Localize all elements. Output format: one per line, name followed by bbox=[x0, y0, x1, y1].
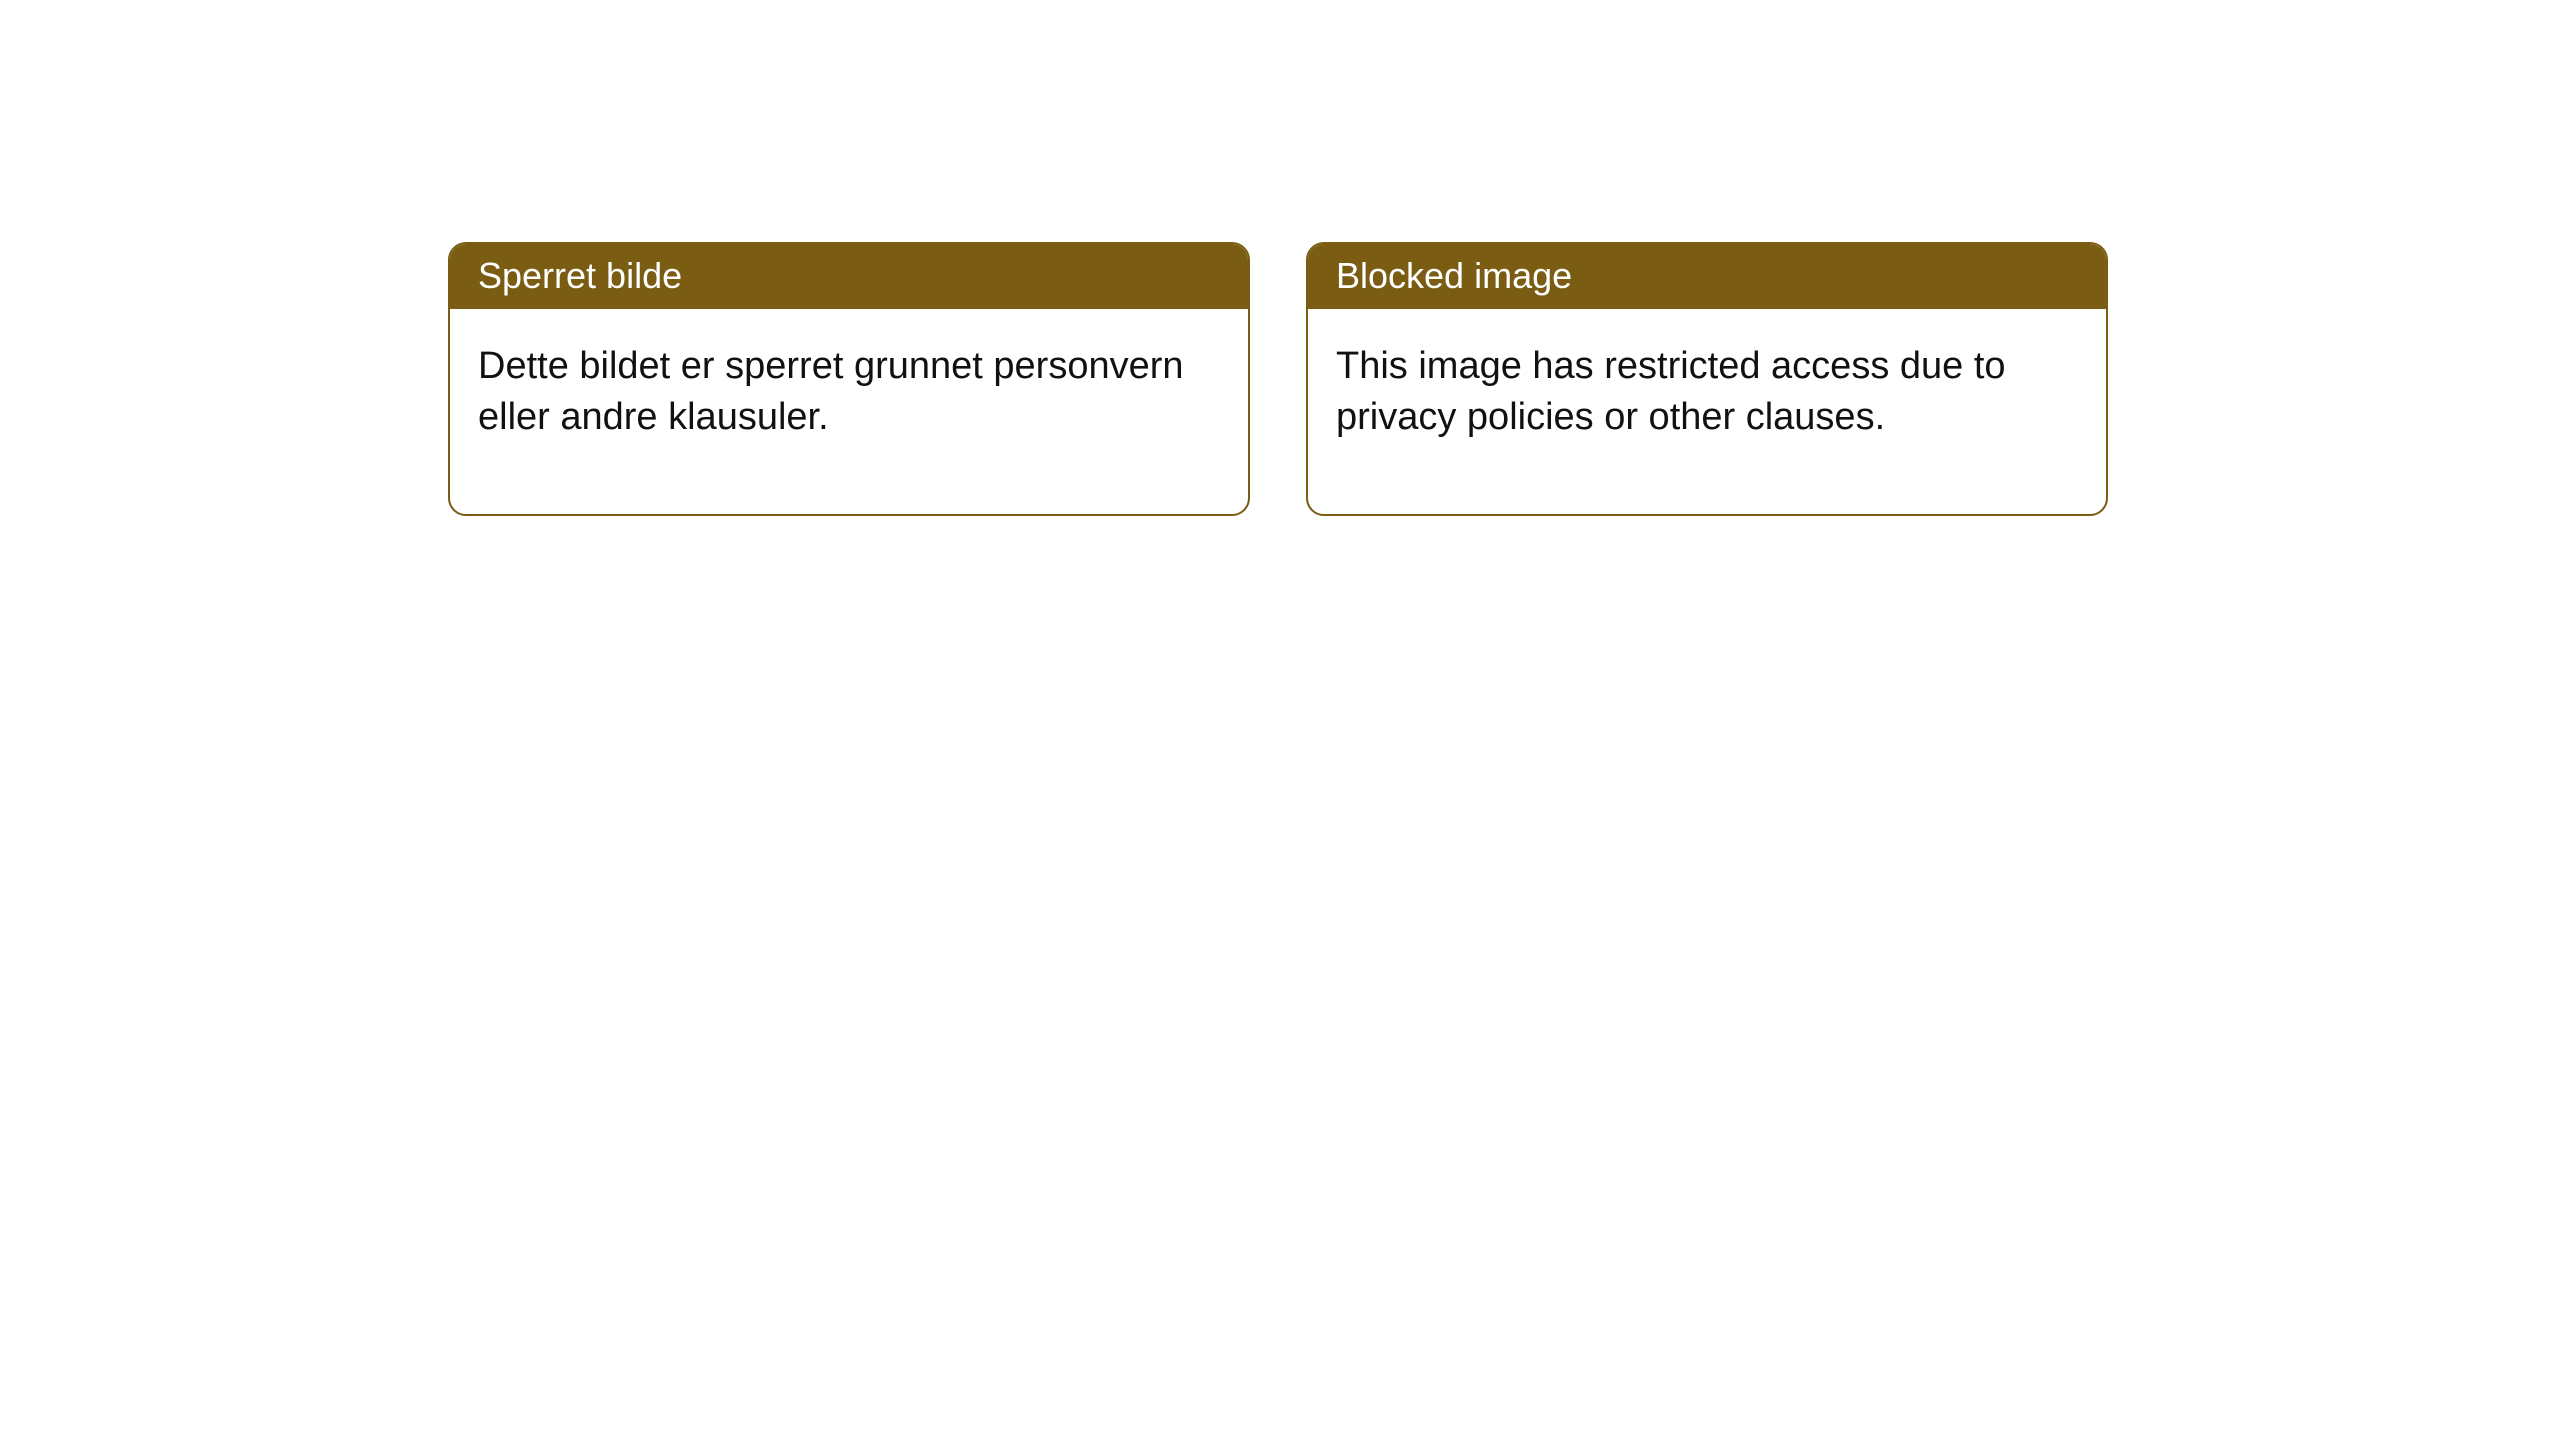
notice-container: Sperret bilde Dette bildet er sperret gr… bbox=[448, 242, 2108, 516]
notice-header-norwegian: Sperret bilde bbox=[450, 244, 1248, 309]
notice-body-english: This image has restricted access due to … bbox=[1308, 309, 2106, 514]
notice-header-english: Blocked image bbox=[1308, 244, 2106, 309]
notice-box-english: Blocked image This image has restricted … bbox=[1306, 242, 2108, 516]
notice-body-norwegian: Dette bildet er sperret grunnet personve… bbox=[450, 309, 1248, 514]
notice-box-norwegian: Sperret bilde Dette bildet er sperret gr… bbox=[448, 242, 1250, 516]
